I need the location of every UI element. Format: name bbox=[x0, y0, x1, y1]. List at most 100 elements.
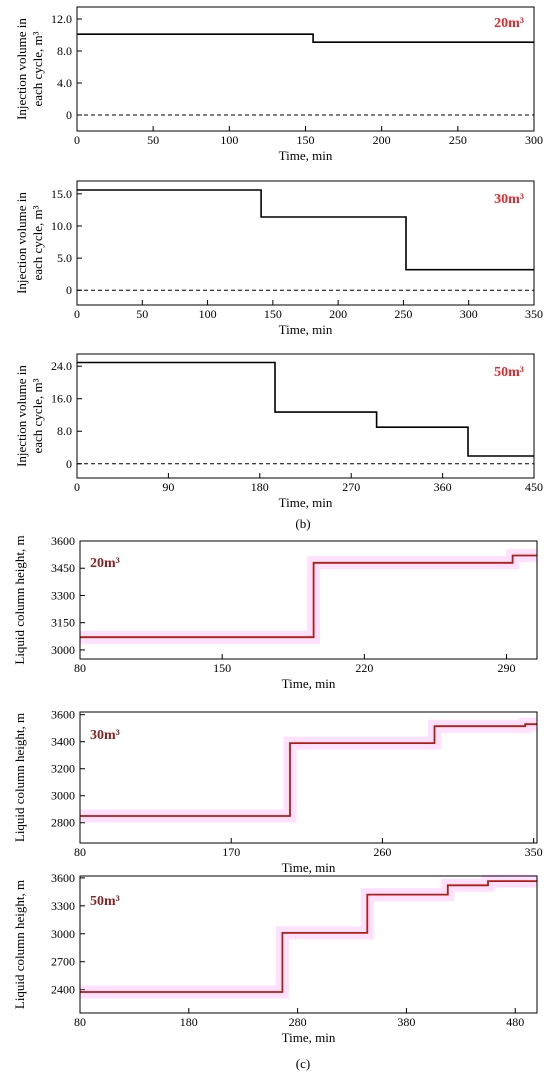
y-tick-label: 3000 bbox=[51, 643, 75, 657]
x-tick-label: 360 bbox=[434, 480, 452, 494]
y-axis-label: each cycle, m³ bbox=[30, 205, 45, 280]
plot-frame bbox=[76, 353, 535, 479]
y-tick-label: 4.0 bbox=[57, 76, 72, 90]
y-tick-label: 0 bbox=[66, 283, 72, 297]
chart-2: 0 50 100 150 200 250 300 350 0 5.0 10.0 15.0 30m³ Tim… bbox=[14, 180, 543, 337]
x-tick-label: 150 bbox=[213, 661, 231, 675]
x-tick-label: 100 bbox=[199, 307, 217, 321]
y-tick-label: 3150 bbox=[51, 616, 75, 630]
series-step-line bbox=[77, 33, 534, 44]
x-tick-label: 50 bbox=[147, 133, 159, 147]
y-tick-label: 3600 bbox=[51, 708, 75, 722]
y-tick-label: 5.0 bbox=[57, 251, 72, 265]
y-axis-label: Injection volume in bbox=[14, 18, 29, 120]
series-step-line bbox=[80, 554, 537, 639]
series-tag-label: 50m³ bbox=[494, 365, 524, 380]
y-tick-label: 3450 bbox=[51, 561, 75, 575]
x-tick-label: 260 bbox=[373, 845, 391, 859]
y-tick-label: 3200 bbox=[51, 762, 75, 776]
y-axis-label: Injection volume in bbox=[14, 365, 29, 467]
chart-1: 0 50 100 150 200 250 300 0 4.0 8.0 12.0 20m³ Time, m… bbox=[14, 6, 543, 163]
series-tag-label: 50m³ bbox=[90, 894, 120, 909]
y-tick-label: 8.0 bbox=[57, 44, 72, 58]
x-tick-label: 80 bbox=[74, 661, 86, 675]
plot-frame bbox=[76, 180, 535, 306]
series-highlight-band bbox=[80, 549, 537, 644]
x-axis-label: Time, min bbox=[282, 1030, 336, 1045]
y-tick-label: 3300 bbox=[51, 899, 75, 913]
chart-4: 80 150 220 290 3000 3150 3300 3450 3600 20m³ Time,… bbox=[12, 534, 538, 691]
x-tick-label: 350 bbox=[525, 307, 543, 321]
y-axis-label: Liquid column height, m bbox=[12, 880, 27, 1009]
x-tick-label: 290 bbox=[498, 661, 516, 675]
series-tag-label: 30m³ bbox=[494, 192, 524, 207]
plot-frame bbox=[76, 6, 535, 132]
x-tick-label: 180 bbox=[180, 1015, 198, 1029]
y-tick-label: 8.0 bbox=[57, 424, 72, 438]
series-tag-label: 20m³ bbox=[494, 16, 524, 31]
x-axis-label: Time, min bbox=[279, 495, 333, 510]
y-tick-label: 2700 bbox=[51, 955, 75, 969]
y-tick-label: 3000 bbox=[51, 927, 75, 941]
x-tick-label: 0 bbox=[74, 133, 80, 147]
x-tick-label: 350 bbox=[525, 845, 543, 859]
plot-frame bbox=[79, 875, 538, 1014]
panel-c-label: (c) bbox=[296, 1056, 310, 1071]
y-tick-label: 12.0 bbox=[51, 12, 72, 26]
y-tick-label: 10.0 bbox=[51, 219, 72, 233]
series-step-line bbox=[80, 880, 537, 993]
series-highlight-band bbox=[80, 874, 537, 999]
y-tick-label: 3600 bbox=[51, 871, 75, 885]
y-axis-label: Liquid column height, m bbox=[12, 535, 27, 664]
x-tick-label: 250 bbox=[394, 307, 412, 321]
chart-5: 80 170 260 350 2800 3000 3200 3400 3600 30m³ Time,… bbox=[12, 708, 543, 875]
panel-b-label: (b) bbox=[295, 516, 310, 531]
y-tick-label: 2800 bbox=[51, 816, 75, 830]
x-tick-label: 150 bbox=[297, 133, 315, 147]
series-step-line bbox=[80, 723, 537, 817]
x-tick-label: 90 bbox=[162, 480, 174, 494]
x-tick-label: 100 bbox=[220, 133, 238, 147]
y-tick-label: 3000 bbox=[51, 789, 75, 803]
x-tick-label: 170 bbox=[222, 845, 240, 859]
x-axis-label: Time, min bbox=[282, 860, 336, 875]
x-tick-label: 150 bbox=[264, 307, 282, 321]
x-tick-label: 200 bbox=[373, 133, 391, 147]
x-axis-label: Time, min bbox=[279, 148, 333, 163]
y-tick-label: 24.0 bbox=[51, 359, 72, 373]
series-tag-label: 30m³ bbox=[90, 728, 120, 743]
x-tick-label: 380 bbox=[397, 1015, 415, 1029]
x-tick-label: 80 bbox=[74, 845, 86, 859]
x-tick-label: 180 bbox=[251, 480, 269, 494]
chart-3: 0 90 180 270 360 450 0 8.0 16.0 24.0 50m³ Time, min… bbox=[14, 353, 543, 510]
plot-frame bbox=[79, 540, 538, 660]
plot-frame bbox=[79, 711, 538, 844]
x-tick-label: 250 bbox=[449, 133, 467, 147]
y-axis-label: Liquid column height, m bbox=[12, 713, 27, 842]
x-tick-label: 300 bbox=[460, 307, 478, 321]
y-tick-label: 3300 bbox=[51, 588, 75, 602]
y-tick-label: 15.0 bbox=[51, 187, 72, 201]
y-axis-label: each cycle, m³ bbox=[30, 31, 45, 106]
y-tick-label: 0 bbox=[66, 108, 72, 122]
x-axis-label: Time, min bbox=[279, 322, 333, 337]
y-tick-label: 3600 bbox=[51, 534, 75, 548]
x-tick-label: 220 bbox=[355, 661, 373, 675]
x-tick-label: 200 bbox=[329, 307, 347, 321]
x-tick-label: 450 bbox=[525, 480, 543, 494]
y-tick-label: 2400 bbox=[51, 983, 75, 997]
y-tick-label: 3400 bbox=[51, 735, 75, 749]
chart-6: 80 180 280 380 480 2400 2700 3000 3300 3600 50m³ Ti… bbox=[12, 871, 538, 1045]
x-tick-label: 80 bbox=[74, 1015, 86, 1029]
y-tick-label: 0 bbox=[66, 457, 72, 471]
series-tag-label: 20m³ bbox=[90, 556, 120, 571]
x-tick-label: 0 bbox=[74, 307, 80, 321]
x-tick-label: 270 bbox=[342, 480, 360, 494]
series-highlight-band bbox=[80, 717, 537, 823]
x-tick-label: 280 bbox=[289, 1015, 307, 1029]
x-tick-label: 300 bbox=[525, 133, 543, 147]
y-axis-label: each cycle, m³ bbox=[30, 378, 45, 453]
y-tick-label: 16.0 bbox=[51, 392, 72, 406]
x-tick-label: 0 bbox=[74, 480, 80, 494]
